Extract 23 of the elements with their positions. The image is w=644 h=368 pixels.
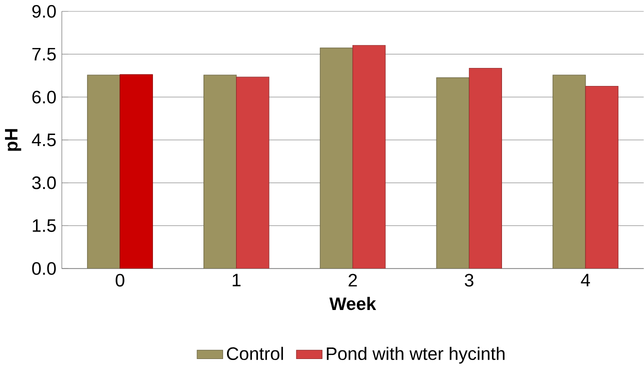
y-tick-label: 0.0 — [32, 262, 56, 275]
x-axis-title: Week — [329, 296, 376, 310]
y-tick-label: 6.0 — [32, 90, 56, 104]
y-tick-label: 7.5 — [32, 48, 56, 60]
x-tick-label: 4 — [580, 274, 590, 286]
y-tick-label: 9.0 — [32, 4, 56, 18]
bar — [436, 77, 470, 268]
bar — [203, 74, 237, 268]
legend-label: Pond with wter hycinth — [326, 346, 504, 364]
bar — [87, 74, 120, 268]
x-tick-label: 3 — [464, 274, 474, 287]
legend-label: Control — [226, 346, 283, 360]
bar — [320, 48, 354, 268]
bar — [552, 74, 586, 268]
x-tick-label: 1 — [232, 274, 241, 286]
x-tick-label: 2 — [348, 274, 357, 286]
x-tick-label: 0 — [116, 274, 124, 287]
y-tick-label: 1.5 — [32, 219, 56, 232]
y-tick-label: 4.5 — [32, 134, 56, 146]
y-axis-title: pH — [5, 129, 22, 151]
bar — [120, 74, 153, 268]
y-tick-label: 3.0 — [32, 176, 56, 190]
bar — [585, 86, 618, 268]
